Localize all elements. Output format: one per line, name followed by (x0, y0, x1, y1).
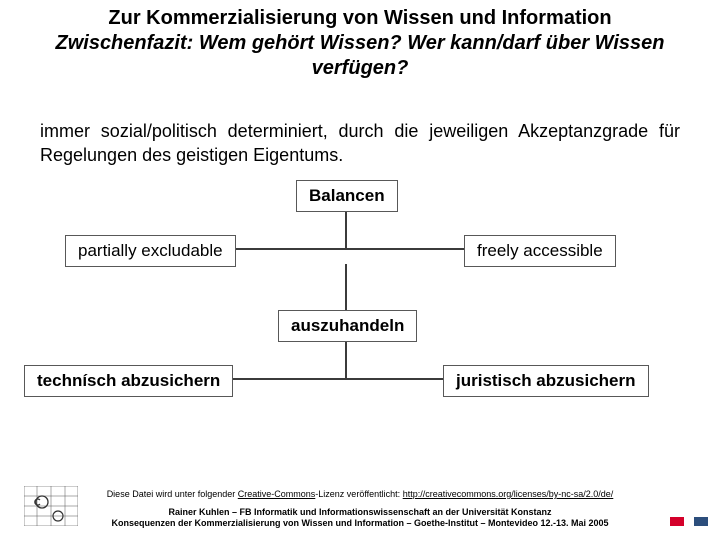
author-line-1: Rainer Kuhlen – FB Informatik und Inform… (0, 507, 720, 519)
author-1-text: Rainer Kuhlen – FB Informatik und Inform… (168, 507, 551, 517)
box-partially-excludable: partially excludable (65, 235, 236, 267)
license-pre: Diese Datei wird unter folgender (107, 489, 238, 499)
body-paragraph: immer sozial/politisch determiniert, dur… (0, 89, 720, 180)
connector-row1-h (230, 248, 464, 250)
mark-red (670, 517, 684, 526)
connector-mid-v2 (345, 339, 347, 378)
box-balancen: Balancen (296, 180, 398, 212)
license-line: Diese Datei wird unter folgender Creativ… (0, 489, 720, 501)
slide-subtitle: Zwischenfazit: Wem gehört Wissen? Wer ka… (0, 31, 720, 89)
connector-row2-h (225, 378, 443, 380)
mark-blue (694, 517, 708, 526)
box-freely-accessible: freely accessible (464, 235, 616, 267)
license-mid: -Lizenz veröffentlicht: (315, 489, 402, 499)
license-link-label[interactable]: Creative-Commons (238, 489, 316, 499)
license-url[interactable]: http://creativecommons.org/licenses/by-n… (403, 489, 614, 499)
box-technisch: technísch abzusichern (24, 365, 233, 397)
box-juristisch: juristisch abzusichern (443, 365, 649, 397)
box-auszuhandeln: auszuhandeln (278, 310, 417, 342)
footer: Diese Datei wird unter folgender Creativ… (0, 489, 720, 530)
slide: Zur Kommerzialisierung von Wissen und In… (0, 0, 720, 540)
author-2-text: Konsequenzen der Kommerzialisierung von … (111, 518, 608, 528)
balance-diagram: Balancen partially excludable freely acc… (0, 180, 720, 430)
author-line-2: Konsequenzen der Kommerzialisierung von … (0, 518, 720, 530)
slide-title: Zur Kommerzialisierung von Wissen und In… (0, 0, 720, 31)
connector-mid-v1 (345, 264, 347, 310)
connector-top-v (345, 209, 347, 248)
corner-marks (670, 517, 708, 526)
